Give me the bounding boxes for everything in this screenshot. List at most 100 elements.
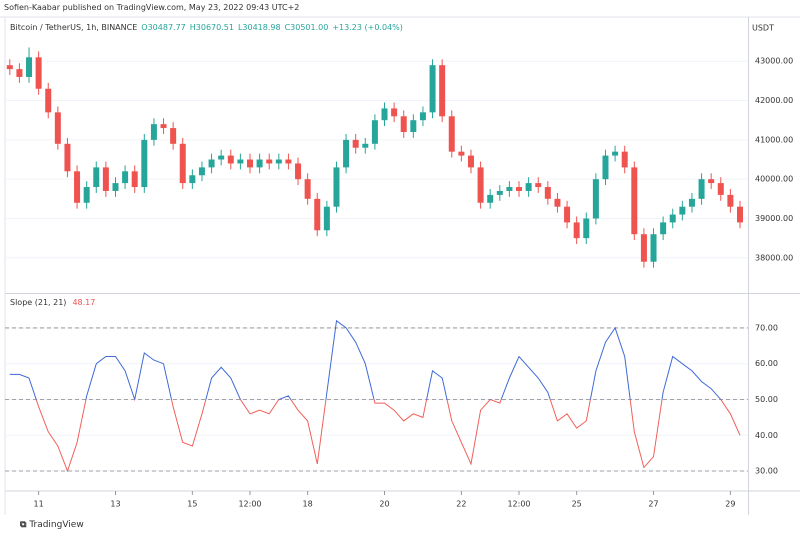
- chart: USDT 38000.00 39000.00 40000.00 41000.00 420…: [0, 16, 800, 515]
- candle-body: [506, 187, 513, 191]
- candle-body: [679, 206, 686, 215]
- candle-body: [448, 116, 455, 152]
- candle-body: [467, 155, 474, 168]
- indicator-value: 48.17: [72, 298, 96, 307]
- y-tick-label: 40000.00: [755, 175, 793, 184]
- candle-body: [179, 143, 186, 184]
- axis-unit: USDT: [752, 24, 774, 33]
- price-legend: Bitcoin / TetherUS, 1h, BINANCE O30487.7…: [10, 23, 403, 32]
- footer-text: TradingView: [29, 520, 84, 530]
- y-tick-label: 70.00: [755, 323, 778, 332]
- candle-body: [602, 155, 609, 180]
- candle-body: [295, 163, 302, 180]
- indicator-title: Slope (21, 21): [10, 298, 67, 307]
- candle-body: [160, 124, 167, 129]
- candle-body: [54, 112, 61, 144]
- candle-body: [343, 139, 350, 168]
- ohlc-value: C30501.00: [284, 23, 329, 32]
- x-tick-label: 20: [379, 500, 389, 509]
- slope-legend: Slope (21, 21) 48.17: [10, 298, 95, 307]
- candle-body: [314, 198, 321, 231]
- ohlc-values: O30487.77 H30670.51 L30418.98 C30501.00 +13.…: [141, 23, 403, 32]
- candle-body: [698, 179, 705, 199]
- candle-body: [554, 198, 561, 207]
- candle-body: [516, 187, 523, 191]
- x-tick-label: 15: [187, 500, 197, 509]
- y-tick-label: 41000.00: [755, 135, 793, 144]
- candle-body: [688, 198, 695, 207]
- candle-body: [564, 206, 571, 223]
- candle-body: [496, 190, 503, 195]
- candle-body: [323, 206, 330, 231]
- candle-body: [583, 218, 590, 239]
- y-tick-label: 39000.00: [755, 214, 793, 223]
- candle-body: [333, 167, 340, 207]
- candle-body: [102, 167, 109, 191]
- candle-body: [640, 234, 647, 262]
- candle-body: [6, 65, 13, 70]
- candle-body: [352, 139, 359, 148]
- candle-body: [246, 159, 253, 168]
- candle-body: [391, 108, 398, 117]
- y-tick-label: 50.00: [755, 395, 778, 404]
- candle-body: [525, 183, 532, 191]
- candle-body: [237, 159, 244, 164]
- x-tick-label: 22: [456, 500, 466, 509]
- header: Sofien-Kaabar published on TradingView.c…: [4, 3, 300, 12]
- candle-body: [487, 194, 494, 203]
- ohlc-value: L30418.98: [237, 23, 281, 32]
- candle-body: [189, 175, 196, 184]
- y-tick-label: 43000.00: [755, 57, 793, 66]
- candle-body: [717, 183, 724, 195]
- x-tick-label: 29: [725, 500, 735, 509]
- candle-body: [64, 143, 71, 172]
- candle-body: [218, 155, 225, 160]
- y-tick-label: 40.00: [755, 431, 778, 440]
- candle-body: [35, 57, 42, 89]
- candle-body: [304, 179, 311, 199]
- slope-line: [35, 399, 741, 473]
- candle-body: [256, 159, 263, 168]
- ohlc-value: H30670.51: [189, 23, 234, 32]
- x-tick-label: 27: [648, 500, 658, 509]
- candle-body: [227, 155, 234, 164]
- candle-body: [669, 214, 676, 223]
- candle-body: [83, 187, 90, 203]
- y-tick-label: 42000.00: [755, 96, 793, 105]
- candle-body: [544, 187, 551, 199]
- candle-body: [650, 234, 657, 262]
- candle-body: [612, 151, 619, 156]
- candle-body: [660, 222, 667, 235]
- candle-body: [458, 151, 465, 156]
- candle-body: [573, 222, 580, 239]
- y-tick-label: 30.00: [755, 467, 778, 476]
- candle-body: [410, 120, 417, 133]
- candle-body: [150, 124, 157, 140]
- candle-body: [400, 116, 407, 133]
- candle-body: [208, 159, 215, 168]
- x-tick-label: 11: [34, 500, 44, 509]
- x-tick-label: 25: [572, 500, 582, 509]
- y-tick-label: 60.00: [755, 359, 778, 368]
- candle-body: [736, 206, 743, 223]
- x-tick-label: 13: [110, 500, 120, 509]
- footer-logo: ⧉ TradingView: [20, 520, 84, 530]
- candle-body: [439, 65, 446, 117]
- candle-body: [592, 179, 599, 219]
- candle-body: [16, 69, 23, 77]
- candle-body: [275, 159, 282, 164]
- candle-body: [131, 171, 138, 188]
- candle-body: [381, 108, 388, 121]
- candle-body: [74, 171, 81, 203]
- candle-body: [45, 88, 52, 113]
- candle-body: [362, 143, 369, 148]
- ohlc-value: O30487.77: [141, 23, 186, 32]
- candle-body: [477, 167, 484, 203]
- candle-body: [621, 151, 628, 168]
- x-tick-label: 12:00: [507, 500, 530, 509]
- candle-body: [708, 179, 715, 184]
- x-tick-label: 18: [303, 500, 313, 509]
- candle-body: [535, 183, 542, 188]
- slope-line: [9, 319, 722, 400]
- candle-body: [429, 65, 436, 113]
